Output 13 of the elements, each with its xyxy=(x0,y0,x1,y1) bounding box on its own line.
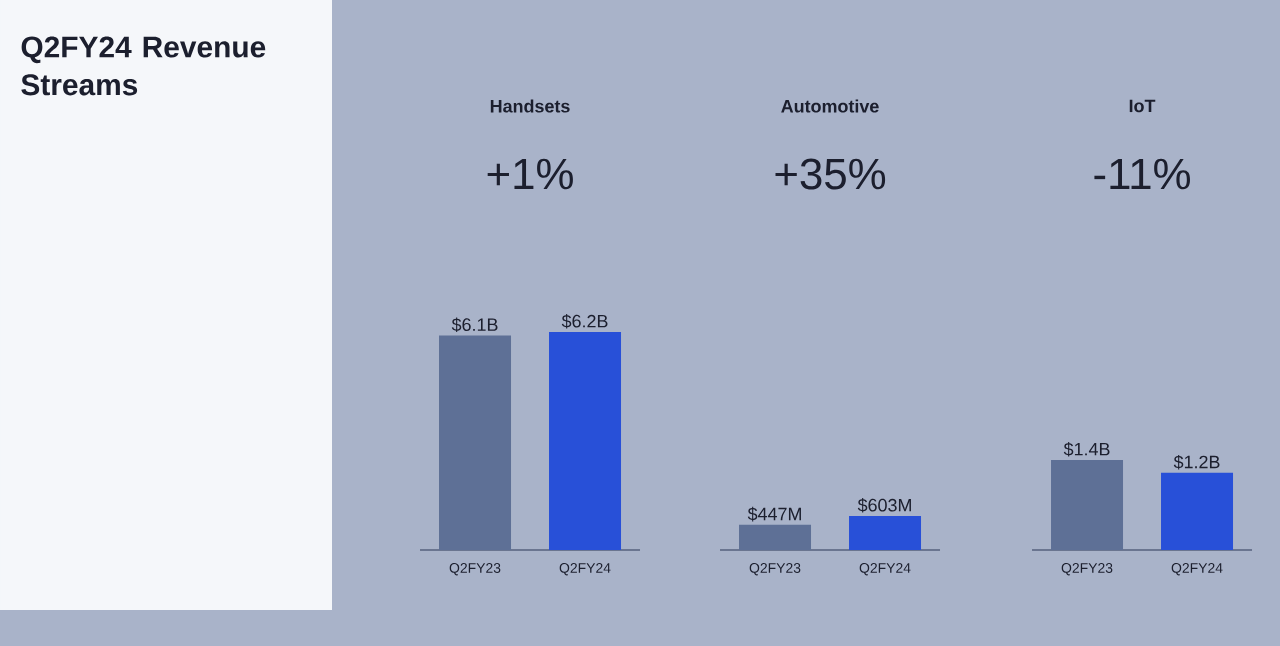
chart-title: Handsets xyxy=(490,99,570,113)
data-label: $6.2B xyxy=(561,314,608,329)
chart-title: Automotive xyxy=(781,99,879,113)
text: Q2FY24 Revenue Streams xyxy=(21,36,266,96)
chart-title: IoT xyxy=(1129,99,1156,113)
data-label: $603M xyxy=(857,498,911,513)
chart-subtitle: +1% xyxy=(487,158,573,190)
data-label: $6.1B xyxy=(451,317,498,333)
data-label: $1.2B xyxy=(1173,454,1220,470)
data-label: $1.4B xyxy=(1063,442,1110,457)
chart-subtitle: -11% xyxy=(1094,158,1190,190)
data-label: $447M xyxy=(747,506,801,522)
chart-subtitle: +35% xyxy=(775,158,886,190)
